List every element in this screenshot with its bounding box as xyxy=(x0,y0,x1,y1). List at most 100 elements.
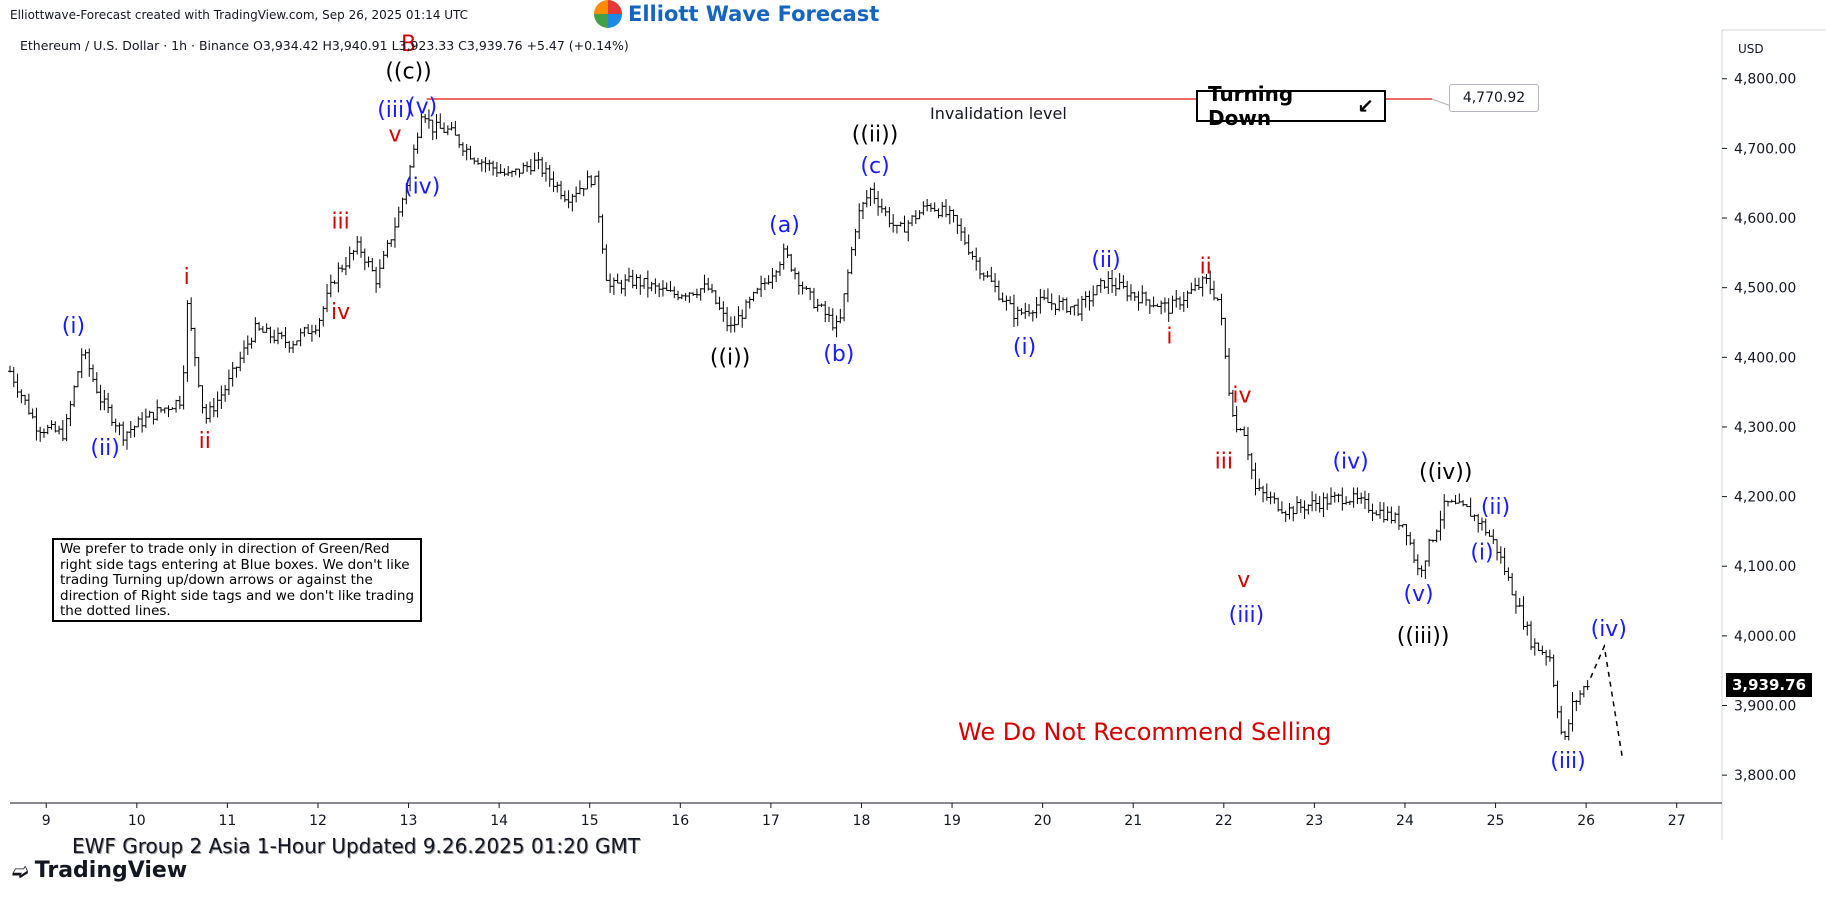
price-bar xyxy=(517,168,522,178)
price-bar xyxy=(1057,295,1062,312)
price-bars xyxy=(8,109,1590,741)
price-bar xyxy=(143,408,148,429)
currency-label[interactable]: USD xyxy=(1738,42,1764,56)
price-bar xyxy=(1359,492,1364,504)
price-bar xyxy=(109,404,114,426)
current-price-badge: 3,939.76 xyxy=(1726,673,1812,697)
price-bar xyxy=(555,181,560,193)
price-bar xyxy=(1151,296,1156,308)
price-bar xyxy=(1219,293,1224,326)
price-bar xyxy=(117,422,122,436)
price-bar xyxy=(1257,478,1262,491)
price-bar xyxy=(1487,529,1492,537)
price-bar xyxy=(887,207,892,228)
price-bar xyxy=(34,407,39,441)
price-bar xyxy=(408,164,413,192)
price-bar xyxy=(385,239,390,258)
price-bar xyxy=(19,389,24,404)
wave-labels: B((c))(iii)(v)v(iv)iiiiviii(i)(ii)((i))(… xyxy=(62,32,1627,774)
price-bar xyxy=(1087,290,1092,311)
price-bar xyxy=(362,248,367,271)
price-bar xyxy=(1238,428,1243,431)
price-bar xyxy=(536,152,541,170)
price-bar xyxy=(287,340,292,353)
price-bar xyxy=(1495,539,1500,561)
price-bar xyxy=(1261,485,1266,503)
price-bar xyxy=(355,236,360,255)
price-bar xyxy=(351,250,356,261)
price-bar xyxy=(11,367,16,388)
price-bar xyxy=(815,298,820,312)
price-bar xyxy=(147,410,152,418)
price-bar xyxy=(989,266,994,283)
price-bar xyxy=(1328,487,1333,505)
price-bar xyxy=(611,277,616,295)
price-bar xyxy=(1551,654,1556,688)
price-bar xyxy=(151,411,156,425)
price-bar xyxy=(1532,638,1537,656)
brand-logo[interactable]: Elliott Wave Forecast xyxy=(594,0,879,28)
price-bar xyxy=(1449,499,1454,503)
wave-label: (i) xyxy=(62,314,85,339)
price-bar xyxy=(125,431,130,450)
wave-label: iii xyxy=(331,209,349,234)
price-bar xyxy=(860,201,865,220)
price-bar xyxy=(970,250,975,260)
price-bar xyxy=(955,214,960,234)
price-bar xyxy=(155,399,160,421)
price-bar xyxy=(72,385,77,407)
price-bar xyxy=(264,323,269,333)
price-bar xyxy=(676,290,681,301)
price-bar xyxy=(608,273,613,294)
price-bar xyxy=(309,324,314,342)
price-bar xyxy=(619,279,624,294)
price-bar xyxy=(777,261,782,277)
invalidation-price-callout[interactable]: 4,770.92 xyxy=(1449,84,1539,112)
price-bar xyxy=(283,327,288,348)
price-bar xyxy=(479,159,484,172)
price-bar xyxy=(94,372,99,394)
price-bar xyxy=(1423,560,1428,579)
price-bar xyxy=(1272,492,1277,504)
price-bar xyxy=(321,306,326,327)
price-bar xyxy=(974,247,979,271)
price-bar xyxy=(864,190,869,208)
price-bar xyxy=(1008,296,1013,305)
price-bar xyxy=(808,287,813,301)
price-bar xyxy=(30,408,35,419)
price-bar xyxy=(698,288,703,301)
price-bar xyxy=(460,142,465,156)
price-bar xyxy=(1578,690,1583,705)
price-bar xyxy=(1332,491,1337,503)
price-bar xyxy=(755,287,760,294)
time-tick-label: 12 xyxy=(309,813,327,829)
price-bar xyxy=(793,267,798,280)
price-tick-label: 4,400.00 xyxy=(1734,350,1796,366)
price-bar xyxy=(1461,500,1466,507)
price-bar xyxy=(106,392,111,414)
price-bar xyxy=(181,365,186,410)
wave-label: i xyxy=(1166,324,1172,349)
price-tick-label: 4,200.00 xyxy=(1734,490,1796,506)
price-bar xyxy=(1442,494,1447,529)
price-bar xyxy=(1038,289,1043,314)
wave-label: (iv) xyxy=(1591,617,1627,642)
tradingview-logo[interactable]: ➫ TradingView xyxy=(12,858,187,883)
price-bar xyxy=(581,188,586,197)
price-bar xyxy=(1344,496,1349,505)
price-bar xyxy=(596,170,601,223)
price-bar xyxy=(691,292,696,297)
price-bar xyxy=(238,351,243,372)
price-bar xyxy=(1351,487,1356,508)
price-bar xyxy=(785,245,790,258)
price-bar xyxy=(1374,510,1379,516)
price-bar xyxy=(1396,505,1401,530)
price-bar xyxy=(487,159,492,171)
price-bar xyxy=(1404,524,1409,546)
wave-label: (i) xyxy=(1470,540,1493,565)
turning-label: Turning Down xyxy=(1208,82,1294,130)
price-bar xyxy=(377,259,382,289)
price-bar xyxy=(694,288,699,298)
symbol-ohlc-line[interactable]: Ethereum / U.S. Dollar · 1h · Binance O3… xyxy=(20,38,629,53)
